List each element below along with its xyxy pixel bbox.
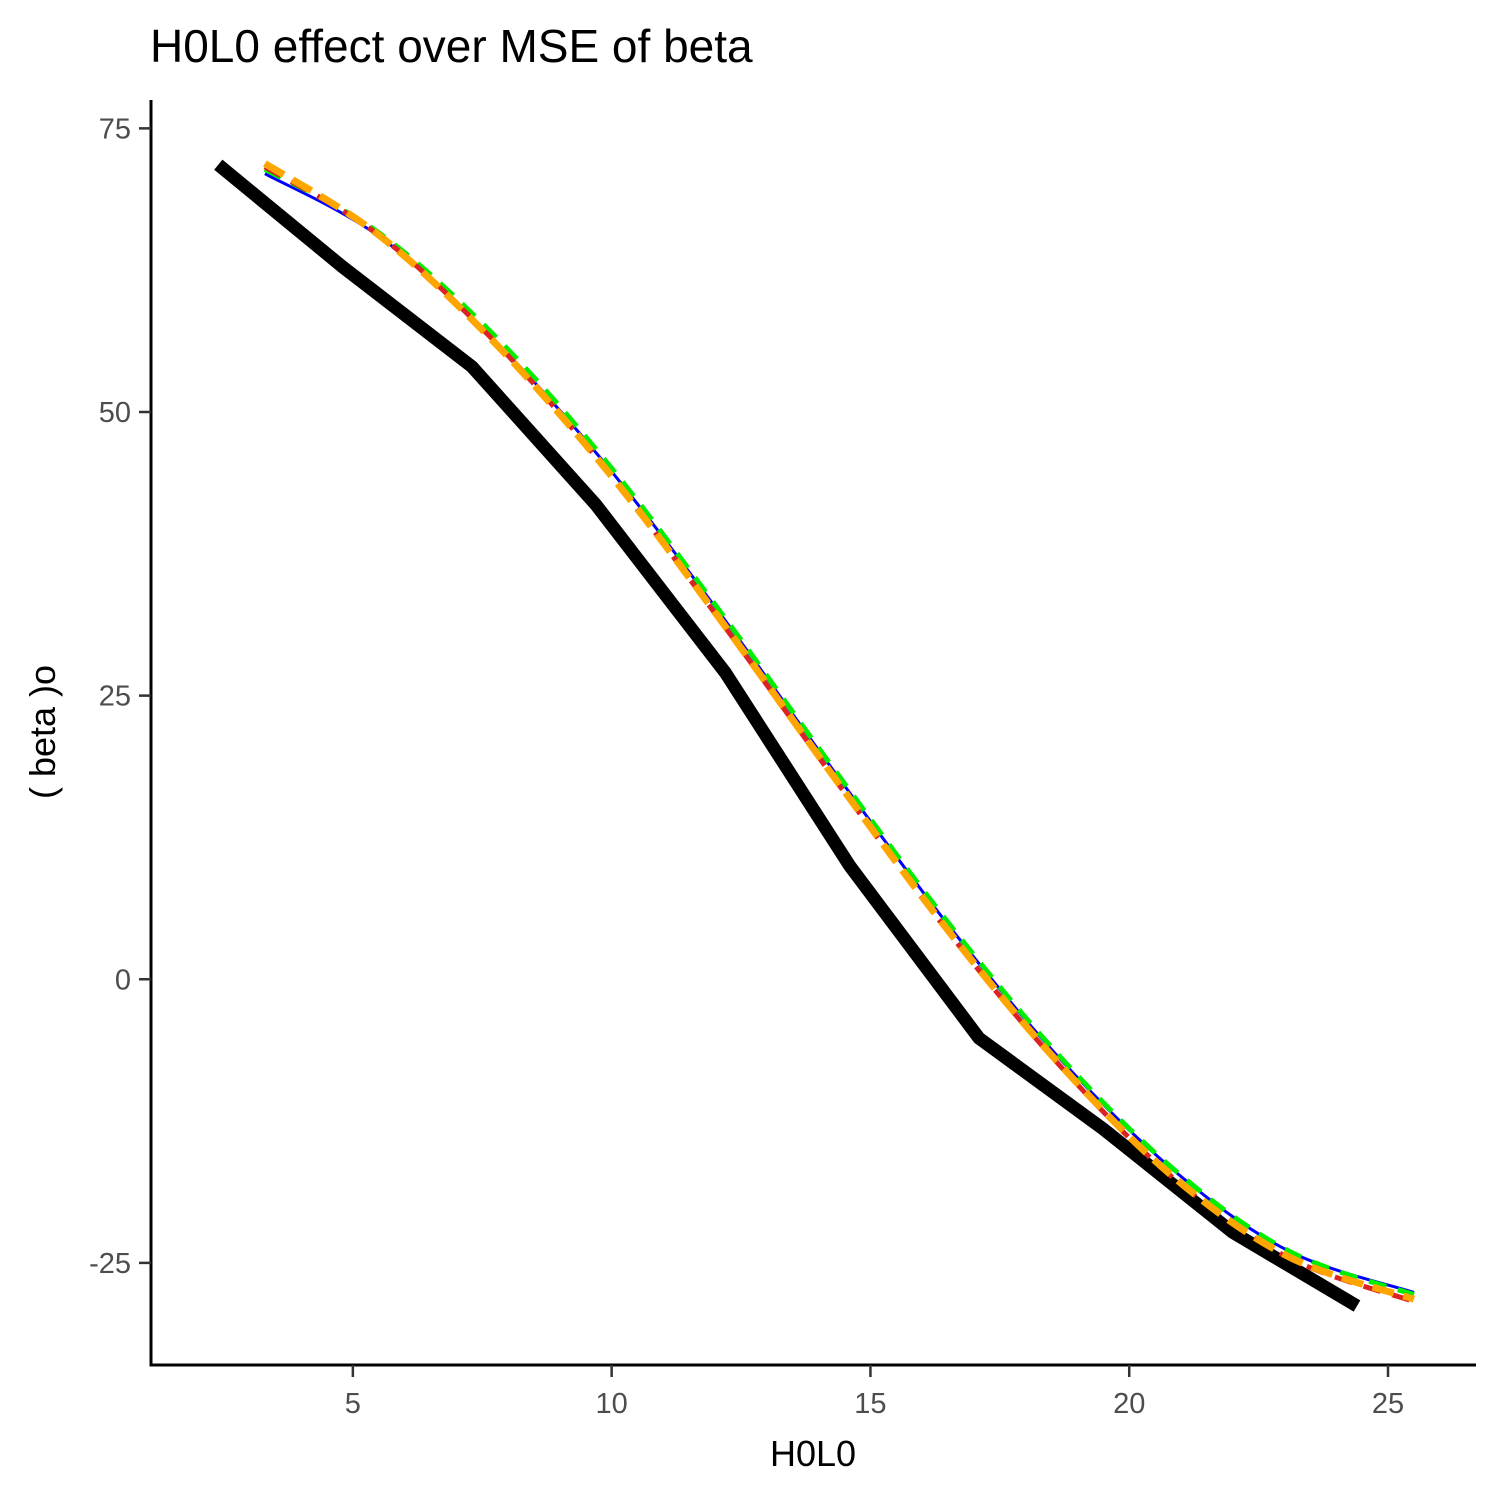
series-0-line — [214, 159, 1361, 1312]
x-axis-title: H0L0 — [770, 1433, 856, 1474]
x-tick-label: 15 — [854, 1388, 886, 1420]
y-tick-label: 25 — [99, 681, 131, 713]
y-axis-ticks: -25 0 25 50 75 — [89, 113, 151, 1280]
series-0 — [214, 159, 1361, 1312]
series-4 — [263, 160, 1416, 1303]
y-tick-label: 50 — [99, 397, 131, 429]
y-axis-title: ( beta )o — [22, 665, 63, 799]
chart-title: H0L0 effect over MSE of beta — [150, 20, 753, 72]
series-2-line — [263, 167, 1415, 1298]
x-tick-label: 5 — [345, 1388, 361, 1420]
x-tick-label: 20 — [1113, 1388, 1145, 1420]
x-tick-label: 25 — [1372, 1388, 1404, 1420]
series-4-line — [263, 160, 1416, 1303]
series-2 — [263, 167, 1415, 1298]
y-tick-label: 75 — [99, 113, 131, 145]
y-tick-label: 0 — [115, 964, 131, 996]
x-axis-ticks: 5 10 15 20 25 — [345, 1365, 1404, 1420]
x-tick-label: 10 — [596, 1388, 628, 1420]
y-tick-label: -25 — [89, 1248, 131, 1280]
series-layer — [214, 159, 1416, 1312]
